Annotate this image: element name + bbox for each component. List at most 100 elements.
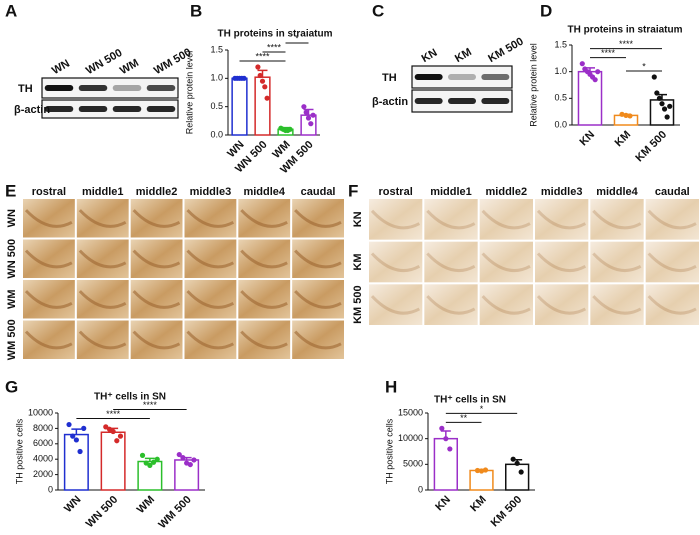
tissue-streak: [481, 252, 531, 272]
micrograph: [76, 239, 129, 278]
row-label: WN 500: [6, 239, 18, 279]
data-point: [110, 428, 116, 435]
data-point: [518, 469, 524, 475]
micrograph: [23, 199, 75, 238]
blot-box: [411, 65, 513, 89]
data-point: [176, 451, 182, 458]
column-label: middle4: [596, 186, 638, 198]
data-point: [659, 101, 665, 107]
data-point: [303, 109, 309, 115]
y-tick-label: 8000: [33, 423, 53, 433]
data-point: [310, 112, 316, 118]
column-label: middle1: [82, 186, 124, 198]
data-point: [77, 448, 83, 455]
blot-band: [112, 85, 142, 91]
micrograph: [535, 241, 589, 283]
blot-box: [41, 99, 179, 119]
data-point: [301, 104, 307, 110]
y-axis-label: TH positive cells: [14, 418, 24, 484]
data-point: [287, 126, 293, 132]
data-point: [664, 114, 670, 120]
significance-label: ****: [143, 400, 158, 410]
data-point: [81, 425, 87, 431]
blot-box: [41, 77, 179, 99]
tissue-streak: [536, 252, 587, 272]
data-point: [579, 61, 585, 67]
micrograph: [424, 284, 478, 325]
blot-band: [78, 85, 108, 91]
blot-band: [414, 98, 443, 104]
column-label: middle3: [190, 186, 232, 198]
y-tick-label: 15000: [398, 407, 423, 417]
data-point: [619, 111, 625, 117]
y-tick-label: 0.5: [554, 93, 567, 103]
y-tick-label: 1.5: [210, 44, 223, 54]
tissue-streak: [647, 209, 697, 230]
blot-band: [448, 98, 476, 104]
micrograph: [184, 280, 237, 319]
significance-label: **: [460, 413, 468, 423]
tissue-streak: [536, 295, 587, 315]
micrograph: [184, 320, 237, 359]
micrograph: [479, 284, 533, 325]
x-tick-label: KM 500: [489, 494, 525, 530]
data-point: [114, 438, 120, 444]
tissue-streak: [186, 330, 235, 350]
data-point: [187, 461, 193, 468]
data-point: [651, 74, 657, 80]
tissue-streak: [536, 209, 587, 230]
data-point: [262, 84, 268, 90]
y-tick-label: 0.0: [554, 119, 567, 129]
tissue-streak: [481, 209, 531, 230]
data-point: [623, 112, 629, 118]
data-point: [147, 462, 153, 468]
micrograph: [238, 320, 291, 359]
panel-label: D: [540, 1, 552, 20]
tissue-streak: [592, 209, 642, 230]
chart-title: TH⁺ cells in SN: [94, 392, 166, 403]
chart-title: TH proteins in straiatum: [567, 25, 682, 36]
micrograph: [292, 199, 344, 238]
tissue-streak: [592, 295, 642, 315]
tissue-streak: [294, 209, 342, 228]
tissue-streak: [186, 249, 235, 269]
blot-band: [481, 74, 510, 80]
row-label: WM: [6, 289, 18, 309]
chart-title: TH⁺ cells in SN: [434, 395, 506, 406]
micrograph: [645, 241, 699, 283]
data-point: [627, 113, 633, 119]
micrograph: [479, 199, 533, 240]
error-bar: [71, 428, 82, 435]
row-label: KM: [352, 253, 364, 270]
y-axis-label: Relative protein level: [184, 51, 194, 135]
data-point: [264, 95, 270, 101]
tissue-streak: [294, 330, 342, 350]
data-point: [482, 467, 489, 473]
panel-label: F: [348, 181, 358, 200]
tissue-streak: [240, 290, 288, 309]
data-point: [474, 467, 481, 474]
column-label: middle2: [136, 186, 178, 198]
micrograph: [23, 280, 75, 319]
lane-label: KM 500: [486, 35, 525, 65]
micrograph: [535, 284, 589, 325]
tissue-streak: [24, 330, 73, 350]
micrograph: [238, 239, 291, 278]
y-tick-label: 4000: [33, 454, 53, 464]
row-label: KN: [352, 211, 364, 227]
column-label: rostral: [379, 186, 413, 198]
tissue-streak: [294, 249, 342, 269]
y-tick-label: 0.5: [210, 101, 223, 111]
data-point: [150, 459, 157, 465]
bar: [63, 433, 89, 491]
micrograph: [292, 320, 344, 359]
bar: [100, 431, 126, 491]
blot-band: [481, 98, 510, 104]
lane-label: KN: [420, 47, 440, 65]
data-point: [154, 456, 160, 462]
lane-label: KM: [453, 46, 474, 65]
tissue-streak: [78, 290, 127, 309]
tissue-streak: [370, 252, 421, 272]
tissue-streak: [78, 330, 127, 350]
